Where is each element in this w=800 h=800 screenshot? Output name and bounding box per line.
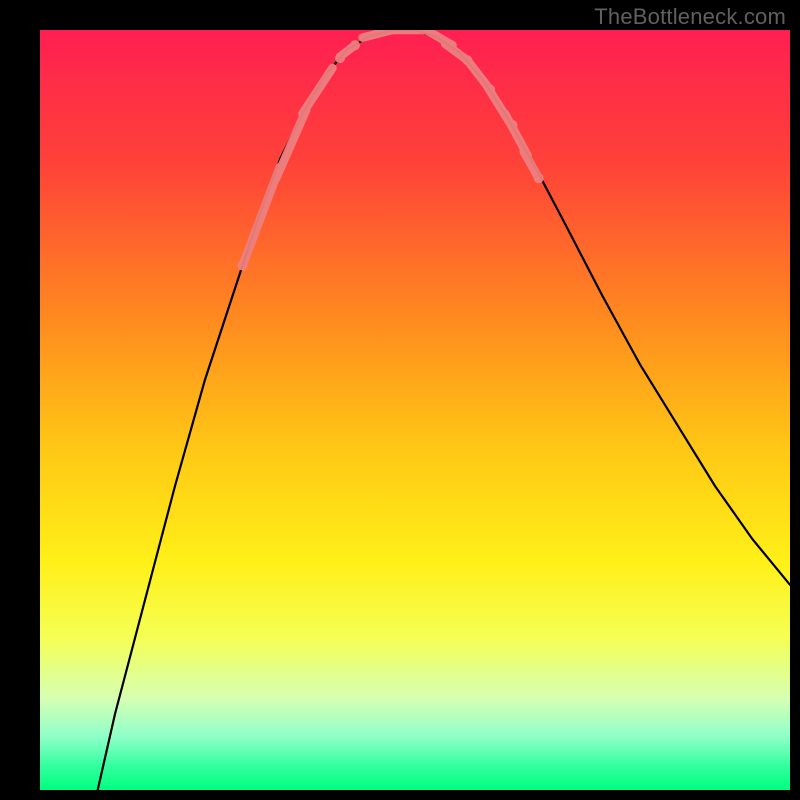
overlay-dot xyxy=(335,53,345,63)
overlay-segment xyxy=(468,60,487,84)
overlay-segment xyxy=(363,30,393,38)
overlay-highlights xyxy=(238,30,544,271)
overlay-dot xyxy=(508,120,518,130)
overlay-segment xyxy=(524,152,539,179)
overlay-segment xyxy=(445,44,468,61)
chart-plot-area xyxy=(40,30,790,790)
overlay-segment xyxy=(276,110,306,178)
overlay-segment xyxy=(505,114,528,156)
watermark-text: TheBottleneck.com xyxy=(594,4,786,30)
chart-svg xyxy=(40,30,790,790)
overlay-segment xyxy=(486,85,509,121)
overlay-dot xyxy=(534,173,544,183)
overlay-dot xyxy=(350,40,360,50)
overlay-dot xyxy=(238,261,248,271)
overlay-segment xyxy=(340,45,355,56)
chart-frame: TheBottleneck.com xyxy=(0,0,800,800)
overlay-segment xyxy=(243,167,281,266)
overlay-dot xyxy=(463,55,473,65)
overlay-dot xyxy=(485,84,495,94)
bottleneck-curve xyxy=(93,30,791,790)
overlay-segment xyxy=(303,68,333,114)
overlay-segment xyxy=(426,30,452,45)
